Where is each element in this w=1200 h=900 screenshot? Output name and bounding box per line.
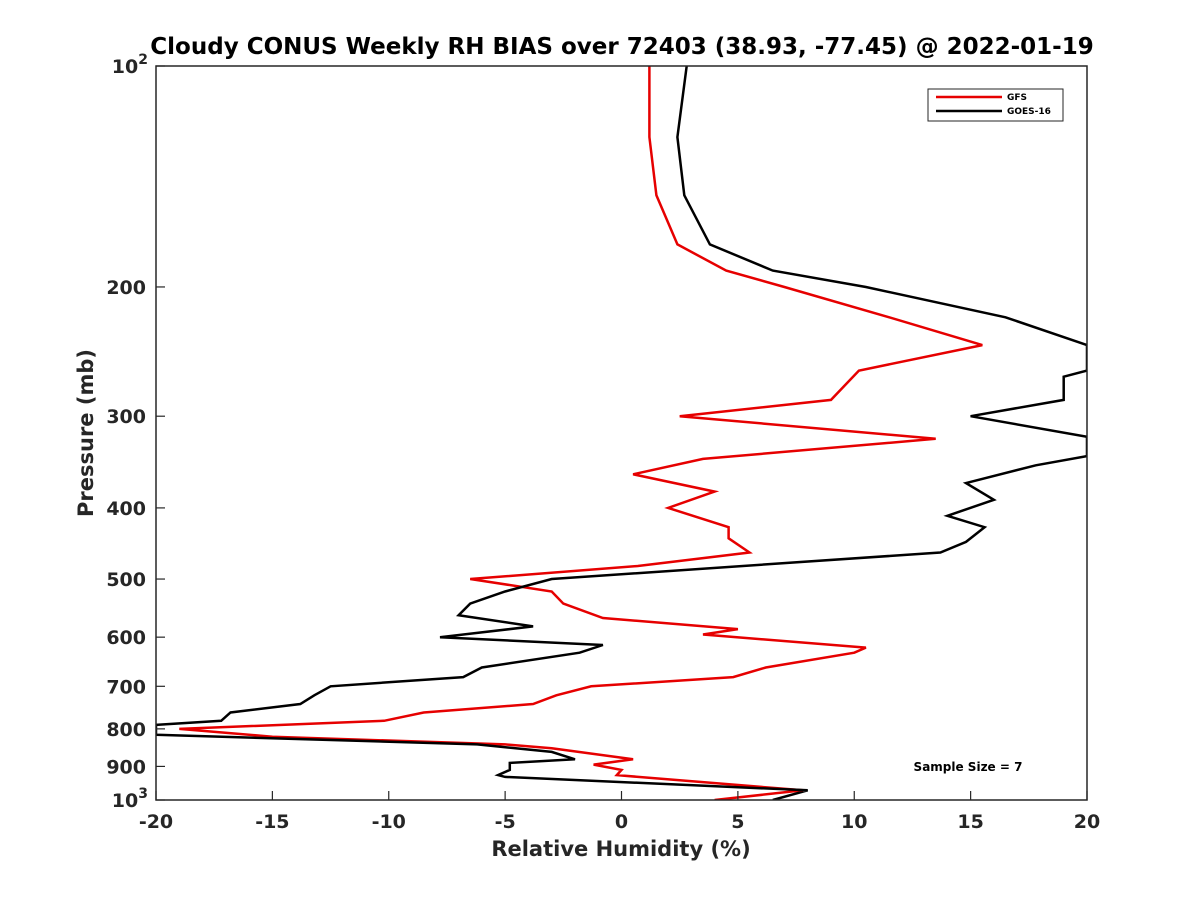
x-tick-label: -10 xyxy=(372,811,406,833)
x-tick-label: 10 xyxy=(841,811,867,833)
series-line-gfs xyxy=(179,66,983,800)
y-axis-label: Pressure (mb) xyxy=(74,349,98,517)
series-line-goes-16 xyxy=(156,66,1087,800)
y-tick-label: 600 xyxy=(106,627,146,649)
y-tick-label: 500 xyxy=(106,569,146,591)
x-tick-label: 0 xyxy=(615,811,628,833)
ticks-layer: -20 -15 -10 -5 0 5 10 15 20102200300400500600700… xyxy=(106,52,1100,833)
legend-label-goes-16: GOES-16 xyxy=(1007,107,1051,117)
series-layer xyxy=(156,66,1087,800)
chart-title: Cloudy CONUS Weekly RH BIAS over 72403 (… xyxy=(150,34,1093,60)
y-tick-label: 800 xyxy=(106,719,146,741)
legend-box xyxy=(927,88,1064,122)
y-tick-label: 900 xyxy=(106,756,146,778)
y-tick-label: 400 xyxy=(106,498,146,520)
y-tick-label: 300 xyxy=(106,406,146,428)
x-tick-label: 20 xyxy=(1074,811,1100,833)
x-tick-label: -15 xyxy=(255,811,289,833)
x-tick-label: 5 xyxy=(731,811,744,833)
x-tick-label: 15 xyxy=(957,811,983,833)
sample-size-annotation: Sample Size = 7 xyxy=(914,760,1023,774)
x-tick-label: -5 xyxy=(495,811,516,833)
x-axis-label: Relative Humidity (%) xyxy=(491,837,750,861)
plot-area: -20 -15 -10 -5 0 5 10 15 20102200300400500600700… xyxy=(106,52,1100,833)
x-tick-label: -20 xyxy=(139,811,173,833)
legend: GFS GOES-16 xyxy=(927,88,1064,122)
y-tick-label: 700 xyxy=(106,676,146,698)
legend-label-gfs: GFS xyxy=(1007,93,1027,103)
y-tick-label: 200 xyxy=(106,277,146,299)
